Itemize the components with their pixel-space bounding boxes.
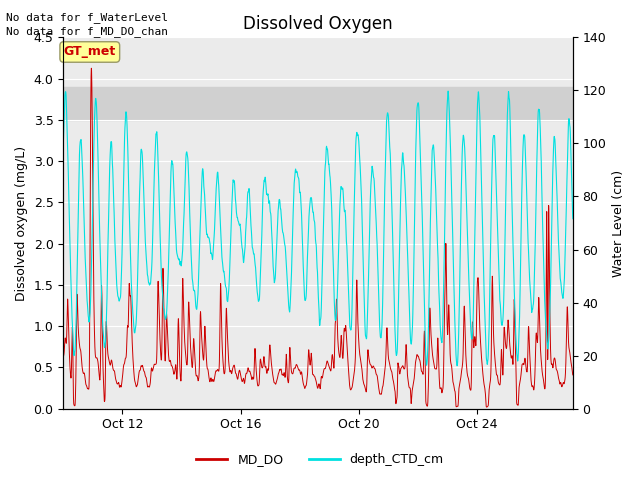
Title: Dissolved Oxygen: Dissolved Oxygen [243,15,393,33]
Text: No data for f_MD_DO_chan: No data for f_MD_DO_chan [6,26,168,37]
Text: No data for f_WaterLevel: No data for f_WaterLevel [6,12,168,23]
Bar [63,87,573,120]
Y-axis label: Water Level (cm): Water Level (cm) [612,169,625,276]
Y-axis label: Dissolved oxygen (mg/L): Dissolved oxygen (mg/L) [15,145,28,300]
Legend: MD_DO, depth_CTD_cm: MD_DO, depth_CTD_cm [191,448,449,471]
Text: GT_met: GT_met [63,46,116,59]
